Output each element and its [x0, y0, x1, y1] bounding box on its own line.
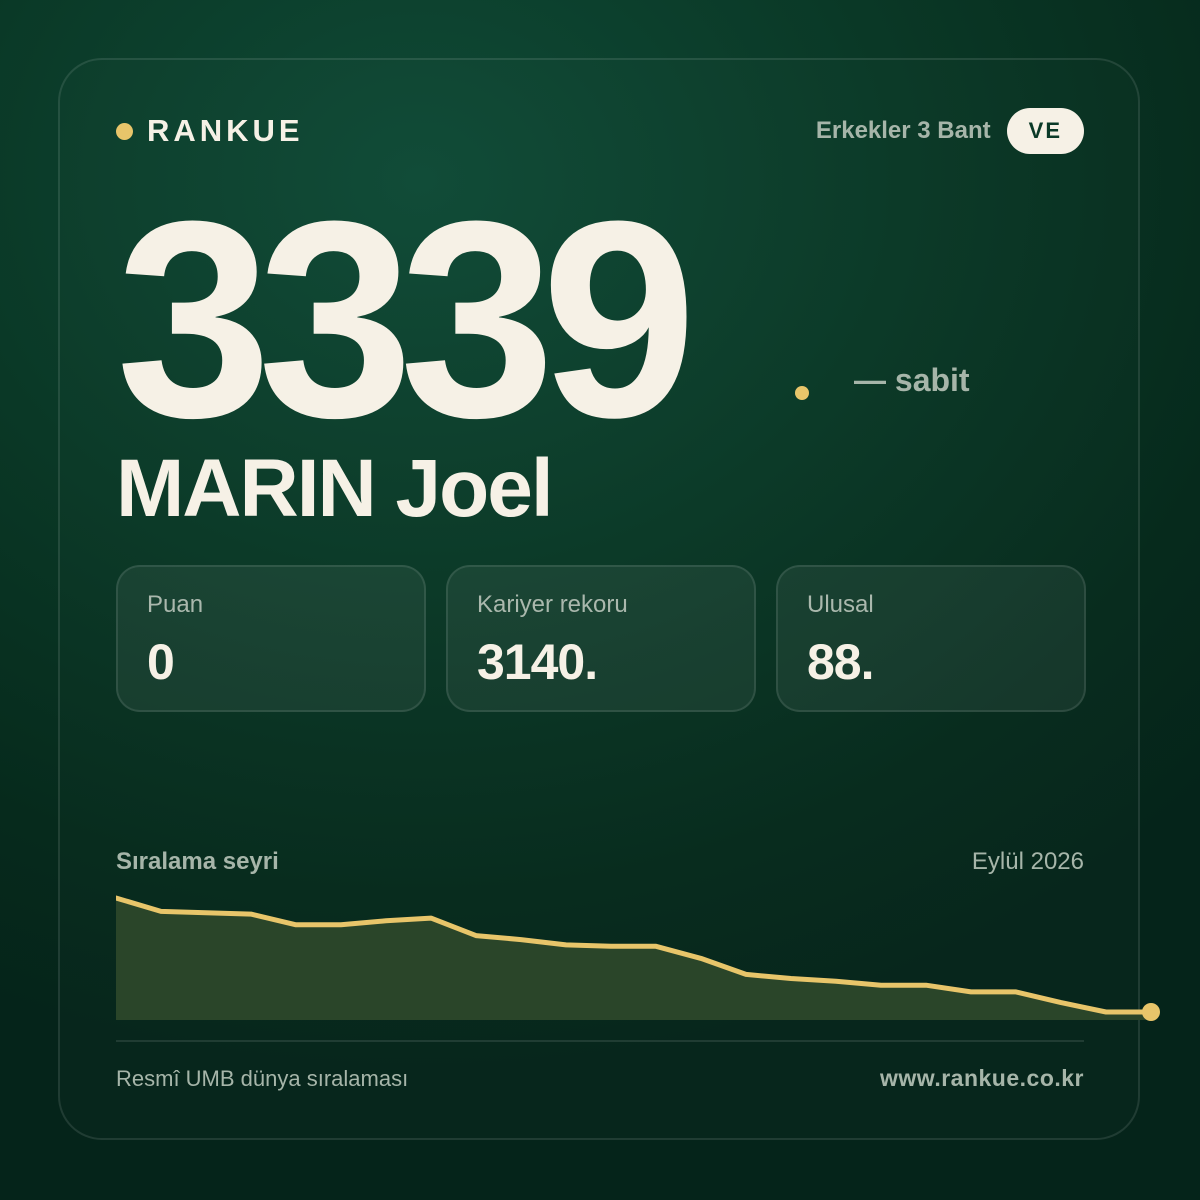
- stat-value: 0: [147, 634, 175, 690]
- brand: RANKUE: [116, 112, 304, 150]
- footer-url[interactable]: www.rankue.co.kr: [880, 1065, 1084, 1091]
- stat-points: Puan 0: [116, 565, 426, 712]
- stat-label: Kariyer rekoru: [477, 591, 628, 618]
- stat-label: Ulusal: [807, 591, 874, 618]
- footer-divider: [116, 1040, 1084, 1042]
- stat-label: Puan: [147, 591, 204, 618]
- ranking-card: [58, 58, 1140, 1140]
- rank-dot-icon: [795, 386, 809, 400]
- trend-area: [116, 898, 1151, 1020]
- trend-line: [116, 895, 1154, 1015]
- trend-title: Sıralama seyri: [116, 848, 279, 875]
- footer-source: Resmî UMB dünya sıralaması: [116, 1066, 409, 1091]
- trend-end-point: [1142, 1003, 1160, 1021]
- player-name: MARIN Joel: [116, 443, 554, 534]
- stat-career-record: Kariyer rekoru 3140.: [446, 565, 756, 712]
- country-badge: VE: [1006, 108, 1084, 154]
- stat-value: 3140.: [477, 634, 598, 690]
- category-label: Erkekler 3 Bant: [815, 117, 991, 144]
- brand-dot-icon: [116, 122, 133, 140]
- trend-date: Eylül 2026: [971, 848, 1084, 875]
- category: Erkekler 3 Bant VE: [816, 108, 1084, 154]
- trend-chart: [116, 895, 1160, 1021]
- rank-number: 3339: [116, 164, 697, 476]
- stat-national: Ulusal 88.: [776, 565, 1086, 712]
- stat-value: 88.: [807, 634, 875, 690]
- brand-name: RANKUE: [147, 113, 304, 148]
- rank-change: — sabit: [854, 362, 970, 398]
